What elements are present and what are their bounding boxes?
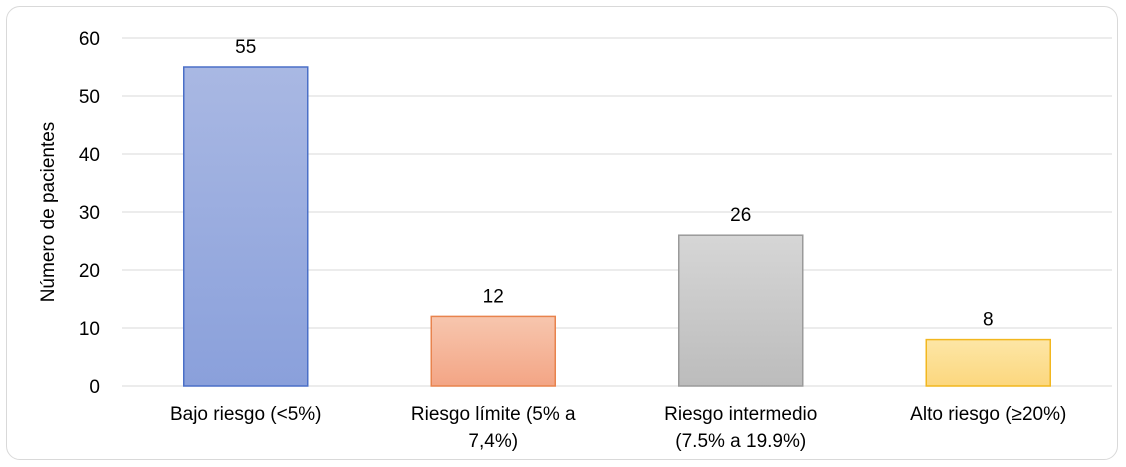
y-tick-label: 60 xyxy=(79,29,100,50)
category-labels: Bajo riesgo (<5%) Riesgo límite (5% a 7,4%… xyxy=(170,404,1066,452)
y-axis-ticks: 0 10 20 30 40 50 60 xyxy=(79,29,100,398)
y-tick-label: 0 xyxy=(89,377,100,398)
category-label-1: Riesgo límite (5% a 7,4%) xyxy=(411,404,576,452)
data-label-0: 55 xyxy=(235,37,256,58)
category-label-3: Alto riesgo (≥20%) xyxy=(910,404,1066,425)
data-label-3: 8 xyxy=(983,310,994,331)
data-label-2: 26 xyxy=(730,205,751,226)
category-label-0: Bajo riesgo (<5%) xyxy=(170,404,322,425)
bar-1 xyxy=(430,315,556,387)
bar-3 xyxy=(925,338,1051,387)
y-tick-label: 20 xyxy=(79,261,100,282)
bar-0 xyxy=(183,66,309,387)
y-tick-label: 40 xyxy=(79,145,100,166)
data-labels: 55 12 26 8 xyxy=(235,37,993,331)
category-label-2: Riesgo intermedio (7.5% a 19.9%) xyxy=(664,404,817,452)
bar-2 xyxy=(678,234,804,387)
data-label-1: 12 xyxy=(483,286,504,307)
y-axis-title: Número de pacientes xyxy=(38,122,59,303)
y-tick-label: 50 xyxy=(79,87,100,108)
y-tick-label: 10 xyxy=(79,319,100,340)
bars xyxy=(183,66,1051,387)
y-tick-label: 30 xyxy=(79,203,100,224)
